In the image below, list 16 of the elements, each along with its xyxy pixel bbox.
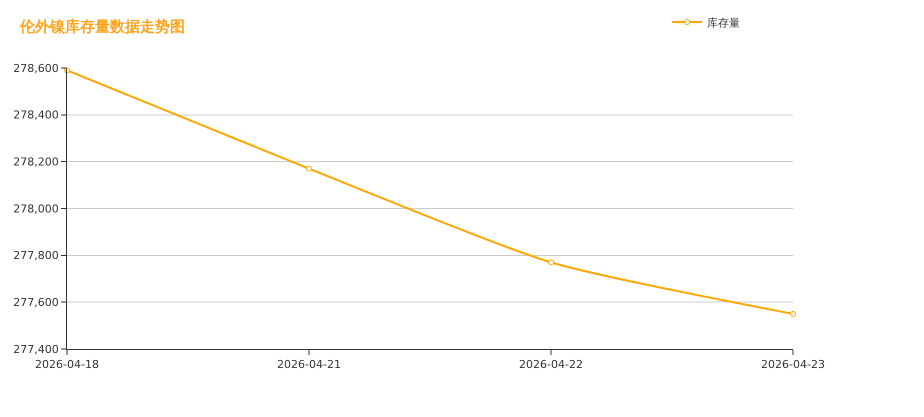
chart-title: 伦外镍库存量数据走势图 — [19, 17, 185, 36]
x-tick-label: 2026-04-21 — [277, 358, 341, 372]
y-tick-label: 278,000 — [13, 202, 59, 216]
point — [548, 259, 554, 266]
x-tick-label: 2026-04-22 — [519, 358, 583, 372]
y-tick-label: 278,400 — [13, 108, 59, 122]
y-tick-label: 278,200 — [13, 156, 59, 169]
x-tick-label: 2026-04-23 — [761, 358, 825, 372]
point — [306, 166, 312, 172]
y-tick-label: 277,400 — [13, 342, 59, 356]
point — [790, 310, 796, 317]
x-tick-label: 2026-04-18 — [35, 358, 99, 372]
y-tick-label: 277,800 — [13, 249, 59, 262]
y-tick-label: 277,600 — [13, 296, 59, 310]
legend-label: 库存量 — [707, 16, 740, 30]
y-tick-label: 278,600 — [13, 62, 59, 75]
